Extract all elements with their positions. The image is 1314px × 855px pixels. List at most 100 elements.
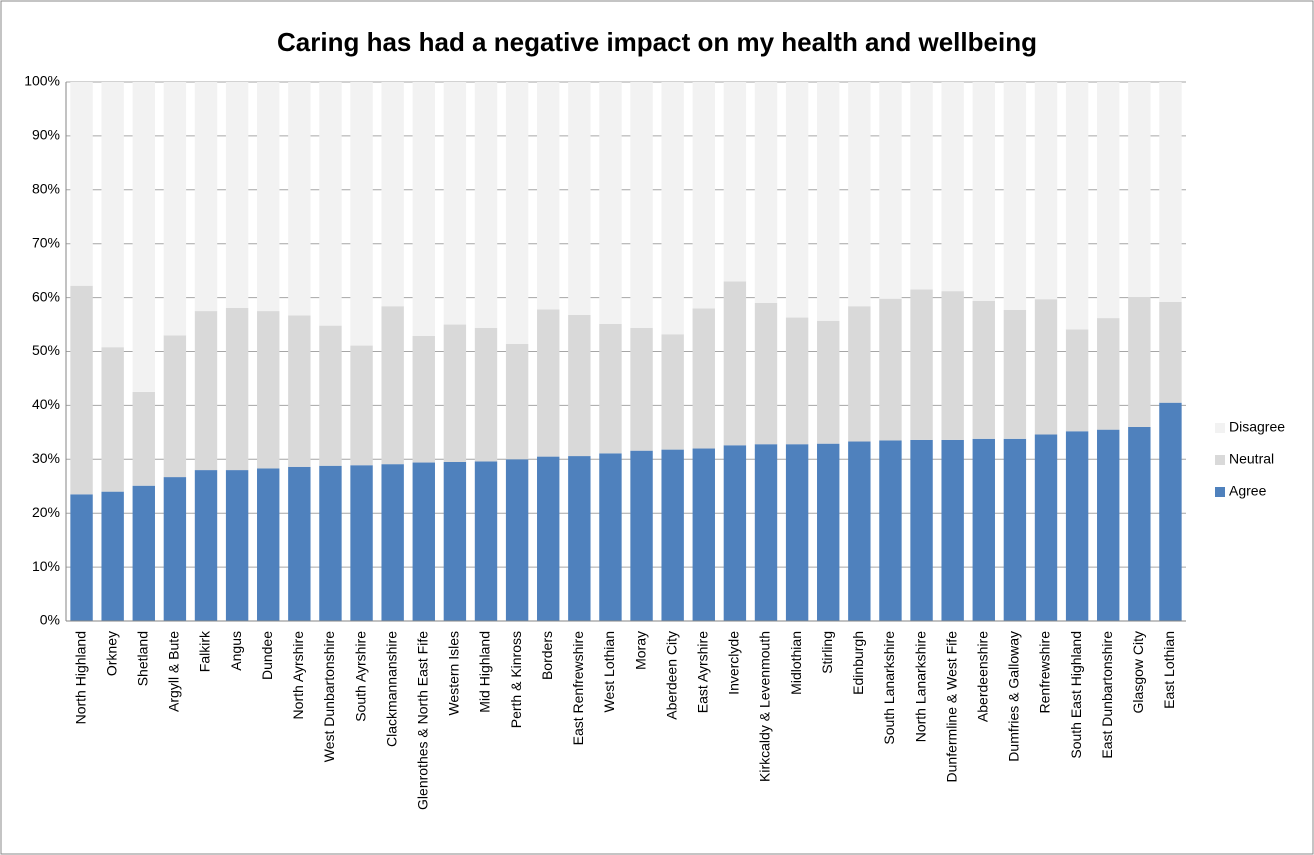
chart-title: Caring has had a negative impact on my h… [277, 27, 1037, 57]
bar-segment [225, 82, 249, 308]
x-tick-label: South Lanarkshire [881, 631, 897, 745]
bar-segment [132, 485, 155, 621]
bar-segment [879, 82, 902, 299]
bar-segment [412, 82, 435, 336]
bar-segment [817, 320, 840, 444]
bar-segment [661, 334, 684, 450]
x-tick-label: North Highland [72, 631, 88, 724]
bar-segment [568, 82, 591, 315]
bar-segment [754, 302, 778, 445]
bar-segment [630, 327, 653, 451]
x-tick-label: Shetland [134, 631, 150, 686]
bar-segment [817, 443, 840, 621]
bar-segment [1065, 431, 1089, 621]
bar-segment [1159, 82, 1182, 302]
bar-segment [132, 391, 155, 486]
bar-segment [1034, 82, 1058, 300]
bar-segment [1097, 82, 1120, 319]
x-tick-label: Falkirk [197, 630, 213, 672]
bar-segment [1097, 429, 1120, 621]
bar-segment [599, 82, 622, 325]
bar-segment [163, 335, 187, 478]
bar-segment [319, 465, 342, 621]
bar-segment [1128, 297, 1151, 427]
y-tick-label: 80% [32, 181, 60, 197]
bar-segment [381, 306, 404, 465]
bar-segment [1065, 82, 1089, 330]
x-tick-label: Dumfries & Galloway [1006, 631, 1022, 762]
x-tick-label: South Ayrshire [352, 631, 368, 722]
bar-segment [1065, 329, 1089, 432]
x-tick-label: East Renfrewshire [570, 631, 586, 746]
bar-segment [754, 82, 778, 303]
bar-segment [70, 494, 93, 621]
x-tick-label: Edinburgh [850, 631, 866, 695]
bar-segment [1159, 402, 1182, 621]
bar-segment [723, 445, 747, 621]
bar-segment [1159, 301, 1182, 403]
bar-segment [537, 82, 560, 310]
bar-segment [1034, 299, 1058, 435]
x-tick-label: South East Highland [1068, 631, 1084, 759]
legend-swatch [1215, 487, 1225, 497]
bar-segment [350, 82, 373, 346]
bar-segment [101, 491, 124, 621]
bar-segment [163, 82, 187, 336]
y-tick-label: 30% [32, 450, 60, 466]
bar-segment [972, 82, 995, 301]
x-tick-label: Dundee [259, 631, 275, 680]
bar-segment [692, 448, 715, 621]
bar-segment [723, 281, 747, 446]
bar-segment [288, 82, 311, 316]
bar-segment [194, 311, 218, 471]
bar-segment [1128, 82, 1151, 298]
bar-segment [319, 325, 342, 466]
y-tick-label: 0% [40, 612, 60, 628]
bar-segment [1128, 426, 1151, 621]
x-tick-label: North Lanarkshire [912, 631, 928, 742]
bar-segment [941, 291, 964, 440]
x-tick-label: Mid Highland [477, 631, 493, 713]
y-tick-label: 90% [32, 127, 60, 143]
bar-segment [848, 441, 871, 621]
legend-swatch [1215, 455, 1225, 465]
bar-segment [288, 315, 311, 467]
bar-segment [568, 456, 591, 621]
bar-segment [785, 317, 809, 445]
x-tick-label: Aberdeen City [663, 631, 679, 720]
x-tick-label: North Ayrshire [290, 631, 306, 720]
bar-segment [474, 461, 498, 621]
bar-segment [225, 470, 249, 621]
x-tick-label: West Lothian [601, 631, 617, 712]
x-tick-label: Kirkcaldy & Levenmouth [757, 631, 773, 782]
bar-segment [848, 82, 871, 307]
y-tick-label: 70% [32, 234, 60, 250]
bar-segment [537, 456, 560, 621]
bar-segment [257, 311, 280, 469]
bar-segment [288, 466, 311, 621]
bar-segment [785, 82, 809, 318]
bar-segment [101, 82, 124, 348]
bar-segment [474, 82, 498, 328]
bar-segment [163, 477, 187, 621]
bar-segment [817, 82, 840, 321]
legend-label: Neutral [1229, 451, 1274, 467]
legend-label: Disagree [1229, 419, 1285, 435]
bar-segment [692, 82, 715, 309]
legend-label: Agree [1229, 483, 1267, 499]
bar-segment [412, 335, 435, 463]
x-tick-label: Dunfermline & West Fife [943, 631, 959, 783]
x-tick-label: Glenrothes & North East Fife [414, 631, 430, 810]
bar-segment [941, 82, 964, 292]
bar-segment [350, 465, 373, 621]
bar-segment [537, 309, 560, 457]
bar-segment [754, 444, 778, 621]
bar-segment [1003, 309, 1027, 439]
bar-segment [350, 345, 373, 466]
bar-segment [194, 470, 218, 621]
x-tick-label: Aberdeenshire [974, 631, 990, 722]
y-tick-label: 100% [24, 73, 60, 89]
bar-segment [630, 82, 653, 328]
bar-segment [972, 438, 995, 621]
